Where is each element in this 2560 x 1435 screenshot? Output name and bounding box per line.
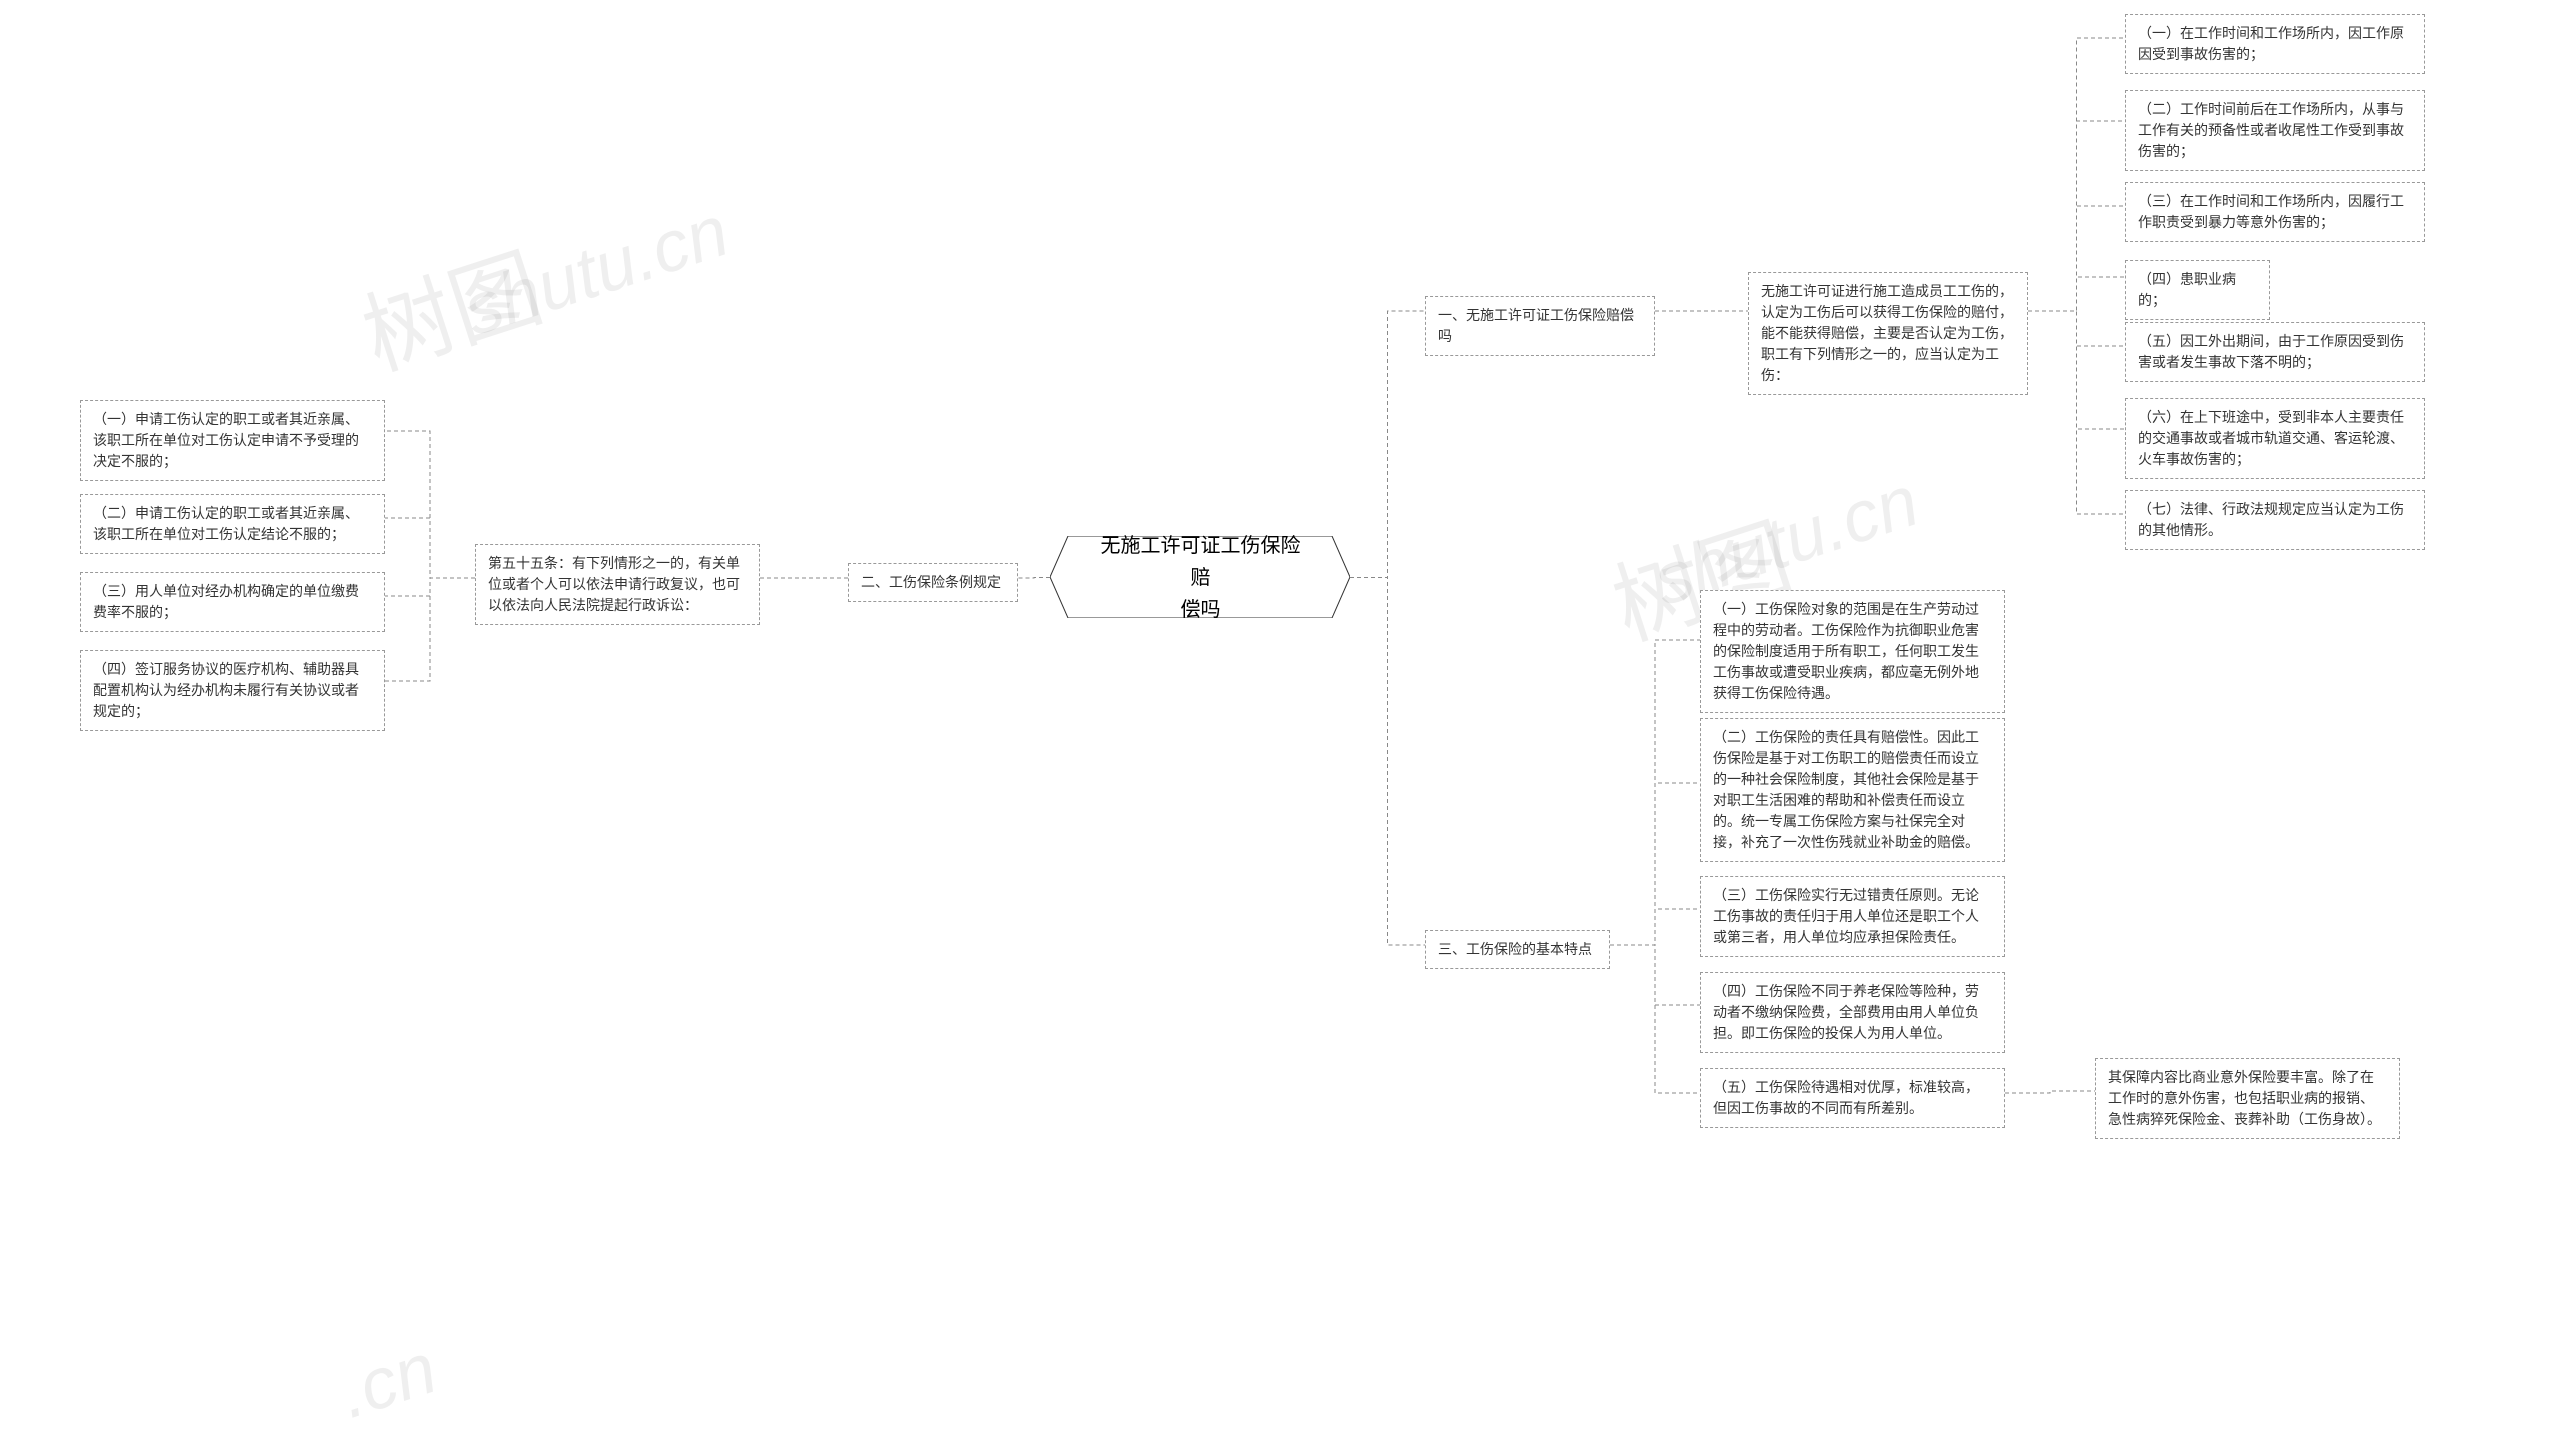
watermark: shutu.cn: [454, 190, 738, 352]
leaf-r1-2[interactable]: （三）在工作时间和工作场所内，因履行工作职责受到暴力等意外伤害的；: [2125, 182, 2425, 242]
root-node[interactable]: 无施工许可证工伤保险赔偿吗: [1068, 540, 1333, 615]
leaf-r3-1[interactable]: （二）工伤保险的责任具有赔偿性。因此工伤保险是基于对工伤职工的赔偿责任而设立的一…: [1700, 718, 2005, 862]
branch-note-l2[interactable]: 第五十五条：有下列情形之一的，有关单位或者个人可以依法申请行政复议，也可以依法向…: [475, 544, 760, 625]
leaf-l2-0[interactable]: （一）申请工伤认定的职工或者其近亲属、该职工所在单位对工伤认定申请不予受理的决定…: [80, 400, 385, 481]
watermark: 树图: [344, 215, 555, 394]
leaf-r3-2[interactable]: （三）工伤保险实行无过错责任原则。无论工伤事故的责任归于用人单位还是职工个人或第…: [1700, 876, 2005, 957]
leaf-r3-0[interactable]: （一）工伤保险对象的范围是在生产劳动过程中的劳动者。工伤保险作为抗御职业危害的保…: [1700, 590, 2005, 713]
leaf-r1-1[interactable]: （二）工作时间前后在工作场所内，从事与工作有关的预备性或者收尾性工作受到事故伤害…: [2125, 90, 2425, 171]
leaf-l2-3[interactable]: （四）签订服务协议的医疗机构、辅助器具配置机构认为经办机构未履行有关协议或者规定…: [80, 650, 385, 731]
leaf-r3-4[interactable]: （五）工伤保险待遇相对优厚，标准较高，但因工伤事故的不同而有所差别。: [1700, 1068, 2005, 1128]
branch-l2[interactable]: 二、工伤保险条例规定: [848, 563, 1018, 602]
leaf-r1-3[interactable]: （四）患职业病的；: [2125, 260, 2270, 320]
leaf-r3-3[interactable]: （四）工伤保险不同于养老保险等险种，劳动者不缴纳保险费，全部费用由用人单位负担。…: [1700, 972, 2005, 1053]
leaf-l2-2[interactable]: （三）用人单位对经办机构确定的单位缴费费率不服的；: [80, 572, 385, 632]
branch-note-r1[interactable]: 无施工许可证进行施工造成员工工伤的，认定为工伤后可以获得工伤保险的赔付，能不能获…: [1748, 272, 2028, 395]
subnote-r3-4[interactable]: 其保障内容比商业意外保险要丰富。除了在工作时的意外伤害，也包括职业病的报销、急性…: [2095, 1058, 2400, 1139]
watermark: .cn: [330, 1327, 447, 1435]
leaf-l2-1[interactable]: （二）申请工伤认定的职工或者其近亲属、该职工所在单位对工伤认定结论不服的；: [80, 494, 385, 554]
leaf-r1-6[interactable]: （七）法律、行政法规规定应当认定为工伤的其他情形。: [2125, 490, 2425, 550]
leaf-r1-4[interactable]: （五）因工外出期间，由于工作原因受到伤害或者发生事故下落不明的；: [2125, 322, 2425, 382]
branch-r1[interactable]: 一、无施工许可证工伤保险赔偿吗: [1425, 296, 1655, 356]
leaf-r1-0[interactable]: （一）在工作时间和工作场所内，因工作原因受到事故伤害的；: [2125, 14, 2425, 74]
mindmap-canvas: shutu.cnshutu.cn.cn树图树图 无施工许可证工伤保险赔偿吗 一、…: [0, 0, 2560, 1425]
leaf-r1-5[interactable]: （六）在上下班途中，受到非本人主要责任的交通事故或者城市轨道交通、客运轮渡、火车…: [2125, 398, 2425, 479]
branch-r3[interactable]: 三、工伤保险的基本特点: [1425, 930, 1610, 969]
